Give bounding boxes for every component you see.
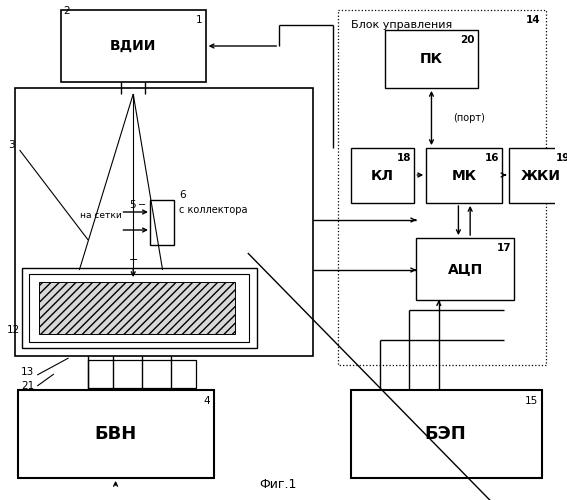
Text: КЛ: КЛ: [371, 168, 394, 182]
Text: 6: 6: [179, 190, 185, 200]
Text: 18: 18: [397, 153, 412, 163]
Bar: [150, 200, 174, 245]
Text: −: −: [138, 200, 146, 210]
Text: БЭП: БЭП: [425, 425, 467, 443]
Text: Блок управления: Блок управления: [351, 20, 452, 30]
Bar: [88, 360, 196, 388]
Text: 1: 1: [196, 15, 203, 25]
Text: 12: 12: [7, 325, 20, 335]
Text: 5: 5: [129, 200, 136, 210]
Text: 21: 21: [21, 381, 34, 391]
Bar: [29, 274, 249, 342]
Text: 16: 16: [485, 153, 500, 163]
Bar: [39, 282, 235, 334]
Text: БВН: БВН: [95, 425, 137, 443]
Bar: [15, 88, 314, 356]
Text: 17: 17: [497, 243, 511, 253]
Text: МК: МК: [452, 168, 477, 182]
Text: на сетки: на сетки: [80, 210, 122, 220]
Bar: [509, 148, 567, 203]
Text: с коллектора: с коллектора: [179, 205, 248, 215]
Text: 14: 14: [526, 15, 541, 25]
Bar: [338, 10, 545, 365]
Text: 4: 4: [203, 396, 210, 406]
Text: 15: 15: [524, 396, 538, 406]
Text: 3: 3: [9, 140, 15, 150]
Text: 20: 20: [460, 35, 475, 45]
Text: АЦП: АЦП: [447, 262, 483, 276]
Text: (порт): (порт): [453, 113, 485, 123]
Bar: [22, 268, 257, 348]
Bar: [385, 30, 478, 88]
Text: ВДИИ: ВДИИ: [110, 39, 156, 53]
Bar: [416, 238, 514, 300]
Bar: [350, 390, 541, 478]
Bar: [350, 148, 414, 203]
Bar: [426, 148, 502, 203]
Text: −: −: [129, 255, 138, 265]
Bar: [18, 390, 214, 478]
Text: 2: 2: [64, 6, 70, 16]
Text: 19: 19: [556, 153, 567, 163]
Text: 13: 13: [21, 367, 34, 377]
Bar: [61, 10, 206, 82]
Text: Фиг.1: Фиг.1: [259, 478, 297, 492]
Text: ПК: ПК: [420, 52, 443, 66]
Text: ЖКИ: ЖКИ: [521, 168, 561, 182]
